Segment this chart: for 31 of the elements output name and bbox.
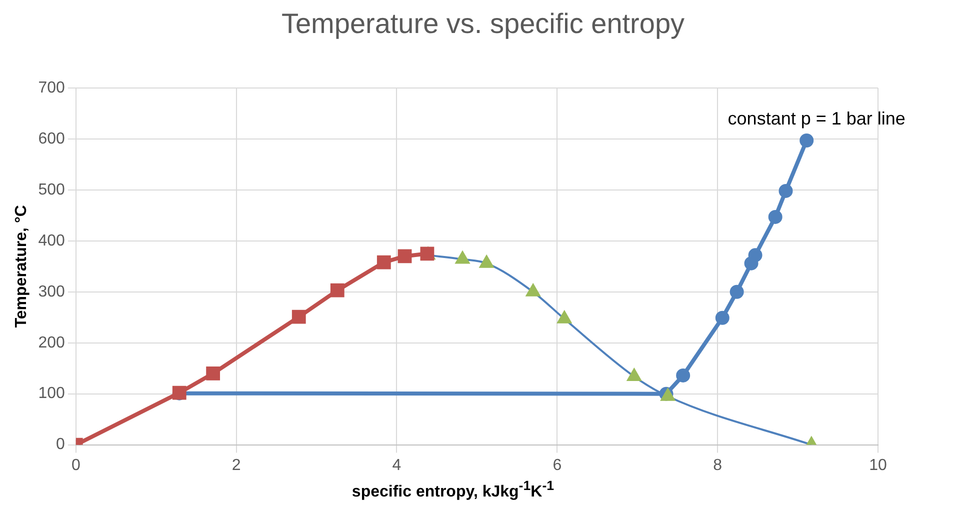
point: [676, 368, 690, 382]
x-tick-label: 6: [552, 456, 562, 474]
point: [748, 248, 762, 262]
y-tick-label: 100: [38, 385, 65, 402]
x-tick-label: 10: [869, 456, 887, 474]
point: [778, 184, 793, 198]
point: [206, 366, 220, 380]
x-tick-label: 4: [392, 456, 402, 474]
point: [376, 255, 391, 270]
x-axis-title: specific entropy, kJkg$^{-1}$K$^{-1}$: [350, 478, 556, 502]
y-tick-label: 300: [38, 283, 65, 300]
point: [330, 283, 344, 298]
annotation: constant p = 1 bar line: [728, 108, 906, 128]
x-tick-label: 8: [713, 456, 722, 474]
y-tick-label: 200: [38, 334, 65, 352]
point: [292, 310, 306, 324]
point: [398, 249, 412, 264]
point: [800, 134, 814, 148]
y-tick-label: 400: [38, 232, 65, 250]
point: [715, 310, 730, 325]
point: [768, 210, 782, 224]
y-tick-label: 600: [38, 130, 65, 148]
x-tick-label: 0: [71, 456, 80, 474]
point: [730, 284, 744, 299]
y-tick-label: 500: [38, 181, 65, 198]
y-tick-label: 700: [38, 79, 65, 96]
y-tick-label: 0: [56, 436, 65, 454]
x-tick-label: 2: [232, 456, 241, 474]
point: [627, 368, 642, 381]
y-axis-title: Temperature, °C: [13, 204, 30, 328]
chart-title: Temperature vs. specific entropy: [280, 8, 686, 41]
